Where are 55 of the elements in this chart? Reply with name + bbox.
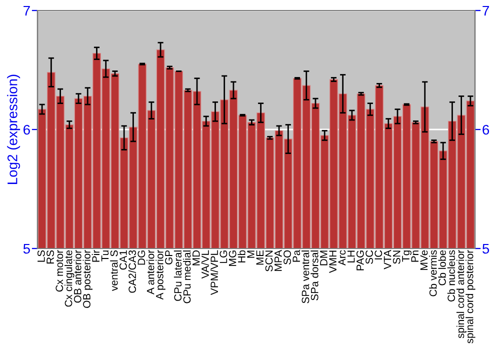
x-tick-label: ventral S: [110, 250, 118, 291]
x-tick-label: MVe: [420, 250, 428, 270]
x-tick-label: PAG: [356, 250, 364, 270]
x-tick-label: GP: [165, 250, 172, 264]
y2-tick-label: 5: [482, 244, 490, 254]
x-tick-label: SO: [284, 250, 291, 264]
x-tick-label: DM: [320, 250, 328, 266]
y-tick-label: 6: [24, 124, 30, 135]
x-tick-label: MD: [192, 250, 200, 266]
x-tick-label: CA2/CA3: [128, 250, 136, 293]
x-tick-label: MPA: [274, 250, 282, 271]
x-tick-label: RS: [46, 250, 54, 264]
x-tick-label: LH: [347, 250, 355, 262]
x-tick-label: A posterior: [156, 250, 166, 300]
x-tick-label: VPM/VPL: [210, 250, 218, 295]
x-tick-label: IC: [374, 250, 382, 260]
x-tick-label: ME: [256, 250, 264, 265]
y2-tick-label: 6: [482, 124, 490, 135]
x-tick-label: M: [247, 250, 254, 258]
x-tick-label: OB anterior: [74, 250, 82, 303]
x-tick-label: SPa ventral: [302, 250, 310, 304]
x-tick-label: Tg: [402, 250, 412, 262]
x-tick-label: Pir: [92, 250, 100, 262]
y-axis-title: Log2 (expression): [7, 74, 20, 184]
x-tick-label: spinal cord posterior: [466, 250, 476, 344]
x-tick-label: SN: [392, 250, 400, 264]
x-tick-label: LS: [37, 250, 45, 262]
y-tick-label: 5: [23, 244, 30, 254]
x-tick-label: Tu: [101, 250, 109, 262]
x-tick-label: OB posterior: [82, 250, 92, 308]
x-tick-label: spinal cord anterior: [456, 250, 466, 338]
x-tick-label: Arc: [338, 250, 346, 266]
x-tick-label: DG: [138, 250, 146, 265]
x-tick-label: Cb nucleus: [447, 250, 456, 302]
x-tick-label: Cb vermis: [429, 250, 437, 296]
x-tick-label: VA/VL: [201, 250, 209, 279]
x-tick-label: Cx cingulate: [64, 250, 74, 307]
y-tick-label: 7: [24, 6, 30, 16]
x-tick-label: Pa: [292, 250, 300, 262]
x-tick-label: CPu lateral: [174, 250, 182, 301]
y2-tick-label: 7: [482, 6, 489, 16]
x-tick-label: VTA: [384, 250, 392, 270]
x-tick-label: LG: [220, 250, 228, 263]
x-tick-label: CPu medial: [183, 250, 191, 304]
x-tick-label: Pn: [411, 250, 418, 262]
x-tick-label: Cb lobe: [438, 250, 446, 286]
x-tick-label: Cx motor: [56, 250, 64, 292]
x-tick-label: CA1: [120, 250, 127, 270]
x-tick-label: Hb: [238, 250, 246, 262]
x-tick-label: MG: [228, 250, 236, 266]
x-tick-label: A anterior: [146, 250, 154, 294]
x-tick-label: SCN: [265, 250, 273, 272]
x-tick-label: VMH: [329, 250, 336, 273]
x-tick-label: SC: [366, 250, 373, 264]
x-tick-label: SPa dorsal: [310, 250, 318, 300]
